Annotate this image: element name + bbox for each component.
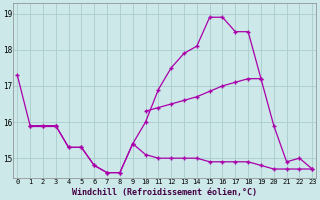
X-axis label: Windchill (Refroidissement éolien,°C): Windchill (Refroidissement éolien,°C)	[72, 188, 257, 197]
